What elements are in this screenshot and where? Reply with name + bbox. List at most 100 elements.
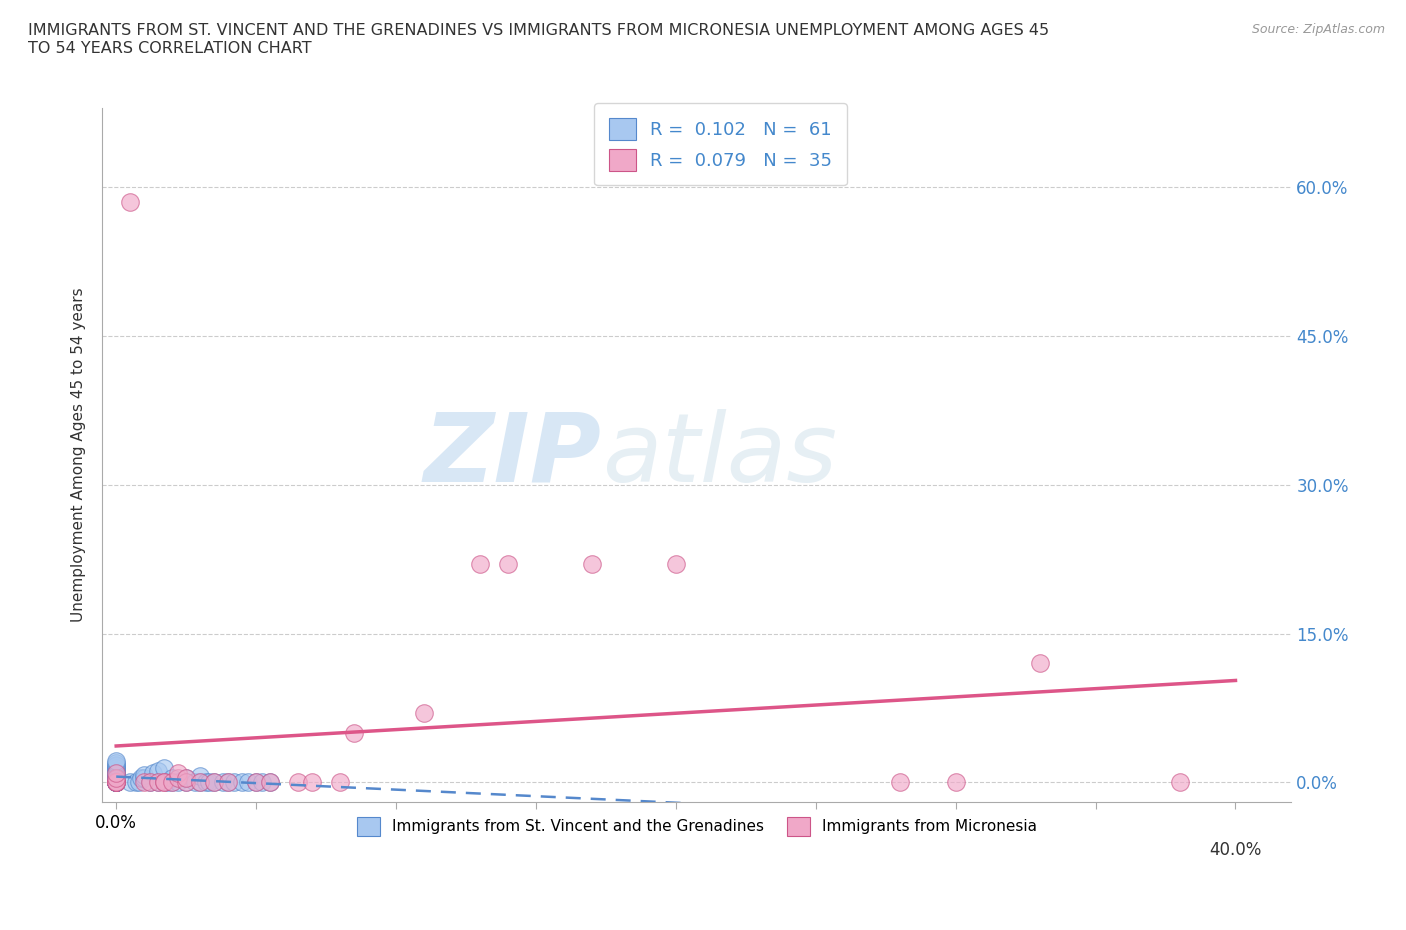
Point bbox=[259, 775, 281, 790]
Point bbox=[139, 775, 162, 790]
Point bbox=[148, 775, 170, 790]
Text: ZIP: ZIP bbox=[423, 408, 602, 501]
Point bbox=[142, 765, 165, 780]
Point bbox=[202, 775, 225, 790]
Point bbox=[120, 775, 142, 790]
Point bbox=[889, 775, 911, 790]
Point bbox=[301, 775, 323, 790]
Text: Source: ZipAtlas.com: Source: ZipAtlas.com bbox=[1251, 23, 1385, 36]
Point bbox=[105, 775, 128, 790]
Point bbox=[134, 775, 156, 790]
Point bbox=[202, 775, 225, 790]
Point bbox=[174, 770, 197, 785]
Point bbox=[174, 775, 197, 790]
Point bbox=[105, 775, 128, 790]
Point bbox=[105, 753, 128, 768]
Point bbox=[166, 770, 188, 785]
Point bbox=[160, 770, 183, 785]
Text: IMMIGRANTS FROM ST. VINCENT AND THE GRENADINES VS IMMIGRANTS FROM MICRONESIA UNE: IMMIGRANTS FROM ST. VINCENT AND THE GREN… bbox=[28, 23, 1049, 56]
Point bbox=[174, 775, 197, 790]
Point bbox=[166, 765, 188, 780]
Point bbox=[197, 775, 219, 790]
Point bbox=[236, 775, 259, 790]
Point bbox=[105, 775, 128, 790]
Point bbox=[105, 760, 128, 775]
Point bbox=[183, 775, 205, 790]
Point bbox=[105, 760, 128, 775]
Point bbox=[1028, 656, 1050, 671]
Point bbox=[120, 194, 142, 209]
Point bbox=[105, 775, 128, 790]
Point bbox=[105, 765, 128, 780]
Point bbox=[188, 768, 211, 783]
Point bbox=[105, 775, 128, 790]
Point bbox=[160, 775, 183, 790]
Point bbox=[231, 775, 253, 790]
Point bbox=[152, 775, 174, 790]
Point bbox=[496, 557, 519, 572]
Point bbox=[105, 767, 128, 782]
Point bbox=[245, 775, 267, 790]
Point bbox=[139, 775, 162, 790]
Point bbox=[343, 725, 366, 740]
Point bbox=[250, 775, 273, 790]
Point bbox=[105, 768, 128, 783]
Point bbox=[105, 765, 128, 780]
Point bbox=[287, 775, 309, 790]
Point bbox=[245, 775, 267, 790]
Point bbox=[217, 775, 239, 790]
Point bbox=[105, 770, 128, 785]
Point bbox=[259, 775, 281, 790]
Point bbox=[148, 764, 170, 778]
Point bbox=[166, 775, 188, 790]
Point bbox=[105, 775, 128, 790]
Point bbox=[105, 775, 128, 790]
Y-axis label: Unemployment Among Ages 45 to 54 years: Unemployment Among Ages 45 to 54 years bbox=[72, 288, 86, 622]
Point bbox=[148, 775, 170, 790]
Point bbox=[125, 775, 148, 790]
Point bbox=[105, 775, 128, 790]
Point bbox=[105, 770, 128, 785]
Point bbox=[329, 775, 352, 790]
Point bbox=[152, 775, 174, 790]
Point bbox=[152, 760, 174, 775]
Point bbox=[222, 775, 245, 790]
Point bbox=[134, 770, 156, 785]
Point bbox=[134, 767, 156, 782]
Point bbox=[581, 557, 603, 572]
Point bbox=[665, 557, 688, 572]
Point bbox=[945, 775, 967, 790]
Point bbox=[188, 775, 211, 790]
Point bbox=[1168, 775, 1191, 790]
Point bbox=[105, 757, 128, 772]
Legend: Immigrants from St. Vincent and the Grenadines, Immigrants from Micronesia: Immigrants from St. Vincent and the Gren… bbox=[349, 809, 1045, 844]
Point bbox=[217, 775, 239, 790]
Point bbox=[105, 775, 128, 790]
Point bbox=[105, 775, 128, 790]
Point bbox=[105, 775, 128, 790]
Point bbox=[105, 755, 128, 770]
Point bbox=[105, 770, 128, 785]
Point bbox=[160, 775, 183, 790]
Point bbox=[155, 775, 177, 790]
Point bbox=[105, 768, 128, 783]
Point bbox=[105, 775, 128, 790]
Point bbox=[105, 775, 128, 790]
Point bbox=[105, 775, 128, 790]
Point bbox=[131, 770, 153, 785]
Point bbox=[188, 775, 211, 790]
Point bbox=[413, 706, 436, 721]
Point bbox=[211, 775, 233, 790]
Point bbox=[105, 765, 128, 780]
Point bbox=[105, 764, 128, 778]
Point bbox=[128, 775, 150, 790]
Point bbox=[174, 770, 197, 785]
Text: 40.0%: 40.0% bbox=[1209, 842, 1261, 859]
Point bbox=[468, 557, 491, 572]
Point bbox=[105, 775, 128, 790]
Point bbox=[105, 775, 128, 790]
Point bbox=[105, 775, 128, 790]
Point bbox=[105, 763, 128, 777]
Point bbox=[105, 775, 128, 790]
Point bbox=[194, 775, 217, 790]
